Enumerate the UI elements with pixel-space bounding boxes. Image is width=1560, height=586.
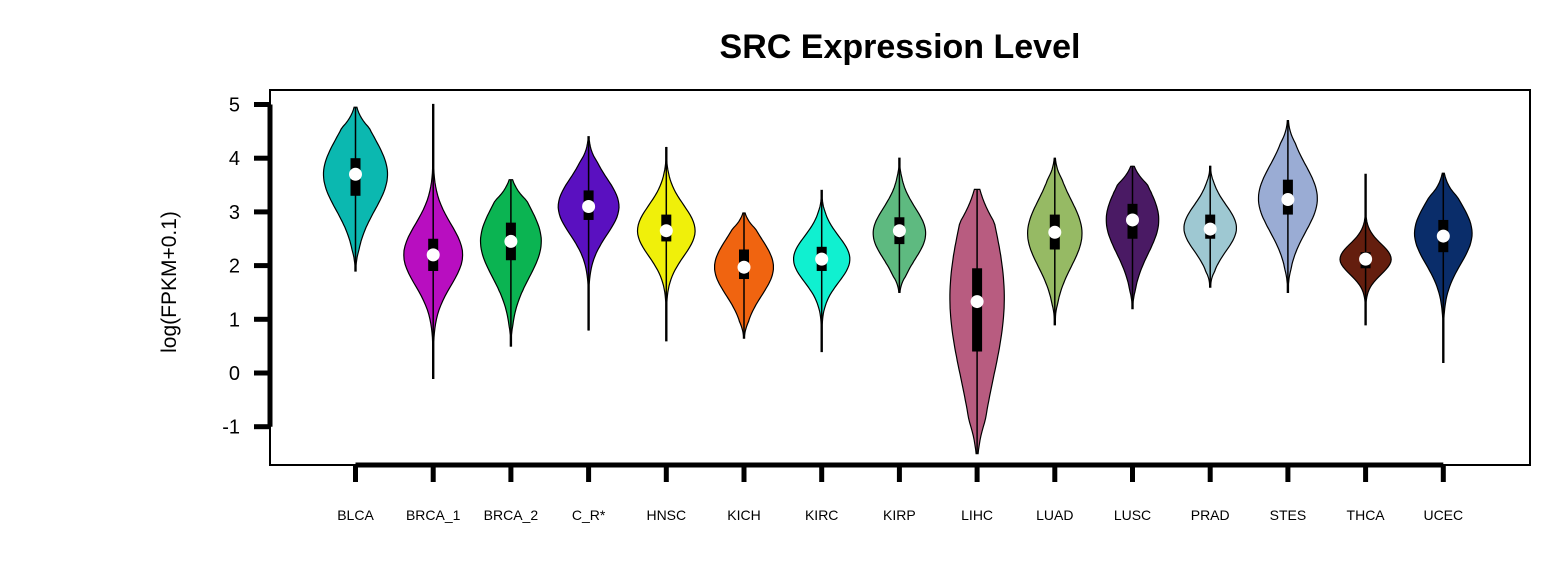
y-axis-label: log(FPKM+0.1): [158, 211, 181, 353]
median-dot-brca-2: [504, 234, 518, 248]
x-tick-label-brca-2: BRCA_2: [484, 507, 539, 523]
x-tick-label-blca: BLCA: [337, 507, 374, 523]
x-tick-label-kich: KICH: [727, 507, 760, 523]
median-dot-luad: [1048, 225, 1062, 239]
y-tick-label: 3: [229, 202, 240, 224]
y-tick-label: 0: [229, 363, 240, 385]
y-tick-label: 4: [229, 148, 240, 170]
x-tick-label-luad: LUAD: [1036, 507, 1073, 523]
iqr-box-lihc: [972, 268, 983, 352]
chart-title: SRC Expression Level: [720, 28, 1081, 66]
median-dot-kirc: [815, 252, 829, 266]
median-dot-thca: [1359, 252, 1373, 266]
median-dot-lusc: [1126, 213, 1139, 227]
y-tick-label: 1: [229, 309, 240, 331]
median-dot-stes: [1281, 193, 1295, 207]
y-tick-label: 5: [229, 95, 240, 117]
median-dot-hnsc: [659, 224, 673, 238]
x-tick-label-stes: STES: [1270, 507, 1307, 523]
median-dot-ucec: [1436, 229, 1450, 243]
median-dot-lihc: [970, 295, 984, 309]
median-dot-prad: [1203, 222, 1217, 236]
median-dot-c-r: [582, 200, 596, 214]
x-tick-label-kirp: KIRP: [883, 507, 916, 523]
x-tick-label-kirc: KIRC: [805, 507, 838, 523]
violin-layer: [322, 103, 1473, 455]
x-tick-label-c-r: C_R*: [572, 507, 606, 523]
x-tick-label-thca: THCA: [1347, 507, 1386, 523]
x-tick-label-ucec: UCEC: [1423, 507, 1463, 523]
median-dot-brca-1: [426, 248, 440, 262]
x-tick-label-hnsc: HNSC: [646, 507, 686, 523]
median-dot-kirp: [892, 224, 906, 238]
median-dot-kich: [737, 260, 751, 274]
median-dot-blca: [349, 167, 362, 181]
x-tick-label-lihc: LIHC: [961, 507, 993, 523]
x-tick-label-brca-1: BRCA_1: [406, 507, 461, 523]
x-tick-label-lusc: LUSC: [1114, 507, 1151, 523]
y-tick-label: 2: [229, 256, 240, 278]
x-tick-label-prad: PRAD: [1191, 507, 1230, 523]
y-tick-label: -1: [222, 417, 240, 439]
axes-layer: 5 4 3 2 1 0 -1 BLCA BRCA_1 BRCA_2 C_R* HNSC KICH KIRC…: [222, 95, 1463, 524]
